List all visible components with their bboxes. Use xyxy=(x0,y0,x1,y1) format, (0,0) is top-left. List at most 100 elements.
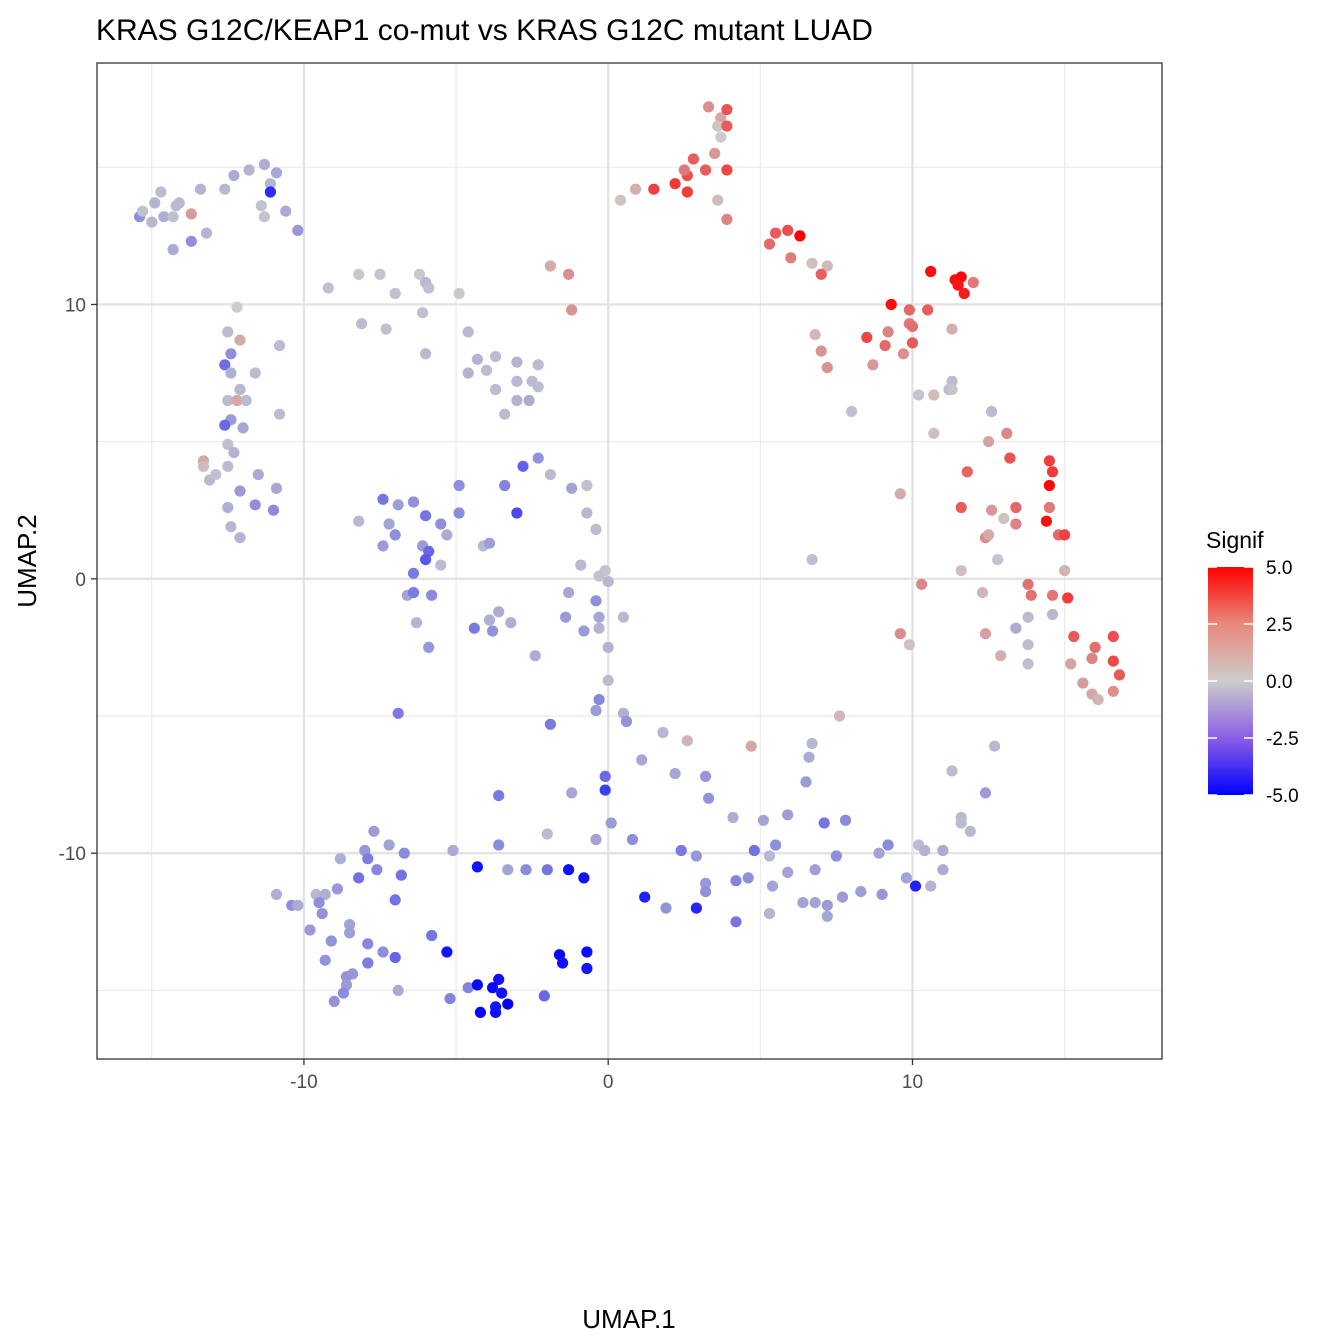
data-point xyxy=(453,507,465,519)
data-point xyxy=(785,252,797,264)
data-point xyxy=(1062,592,1074,604)
data-point xyxy=(979,628,992,640)
data-point xyxy=(955,565,967,577)
data-point xyxy=(1089,641,1101,654)
data-point xyxy=(1107,685,1119,697)
y-tick-label: -10 xyxy=(59,844,86,865)
data-point xyxy=(328,995,340,1008)
data-point xyxy=(806,554,818,566)
data-point xyxy=(839,814,852,826)
data-point xyxy=(264,186,276,198)
data-point xyxy=(185,208,197,220)
data-point xyxy=(158,211,170,223)
data-point xyxy=(225,348,237,360)
data-point xyxy=(417,307,429,319)
data-point xyxy=(511,394,523,407)
data-point xyxy=(797,897,809,909)
data-point xyxy=(270,167,283,179)
data-point xyxy=(593,611,605,623)
data-point xyxy=(234,334,246,346)
data-point xyxy=(560,611,572,623)
data-point xyxy=(389,894,401,906)
data-point xyxy=(1004,452,1016,464)
data-point xyxy=(669,178,681,190)
data-point xyxy=(882,839,894,851)
data-point xyxy=(566,787,578,799)
data-point xyxy=(916,578,928,590)
data-point xyxy=(532,359,544,371)
data-point xyxy=(480,364,493,376)
data-point xyxy=(544,718,557,730)
data-point xyxy=(258,158,270,171)
legend-tick-label: 2.5 xyxy=(1266,615,1292,636)
data-point xyxy=(538,990,550,1002)
data-point xyxy=(599,770,611,783)
data-point xyxy=(274,340,286,352)
data-point xyxy=(1046,589,1059,601)
data-point xyxy=(821,910,833,922)
data-point xyxy=(1086,652,1098,665)
data-point xyxy=(757,814,770,826)
data-point xyxy=(1107,655,1119,667)
data-point xyxy=(210,469,222,481)
data-point xyxy=(815,268,827,280)
data-point xyxy=(770,839,782,851)
data-point xyxy=(544,260,557,272)
data-point xyxy=(730,916,742,928)
color-legend: Signif 5.0 2.5 0.0 -2.5 -5.0 xyxy=(1206,527,1299,807)
data-point xyxy=(407,587,420,599)
data-point xyxy=(231,394,243,407)
data-point xyxy=(894,488,906,500)
data-point xyxy=(377,946,389,958)
data-point xyxy=(657,726,669,739)
data-point xyxy=(197,460,210,472)
data-point xyxy=(389,951,401,964)
data-point xyxy=(897,348,910,360)
data-point xyxy=(712,194,724,206)
data-point xyxy=(639,891,651,903)
data-point xyxy=(493,606,505,618)
data-point xyxy=(967,276,979,289)
data-point xyxy=(420,510,432,522)
data-point xyxy=(1043,501,1055,514)
data-point xyxy=(167,211,179,223)
data-point xyxy=(986,405,998,418)
data-point xyxy=(700,886,712,898)
data-point xyxy=(462,982,474,994)
y-axis-title: UMAP.2 xyxy=(12,514,42,607)
data-point xyxy=(532,381,544,393)
data-point xyxy=(392,984,404,997)
data-point xyxy=(1022,611,1034,623)
plot-border xyxy=(96,62,1163,1060)
data-point xyxy=(906,337,919,349)
data-point xyxy=(420,348,432,360)
data-point xyxy=(426,589,438,601)
data-point xyxy=(806,737,818,750)
legend-tick-label: -2.5 xyxy=(1266,729,1299,750)
data-point xyxy=(505,617,517,629)
data-point xyxy=(222,394,234,407)
data-point xyxy=(389,287,401,300)
data-point xyxy=(581,479,593,492)
data-point xyxy=(517,460,529,472)
data-point xyxy=(815,345,827,357)
data-point xyxy=(1022,578,1034,590)
data-point xyxy=(937,844,949,857)
data-point xyxy=(690,902,703,914)
data-point xyxy=(474,1006,486,1019)
data-point xyxy=(225,367,237,379)
data-point xyxy=(240,394,252,407)
legend-tick-label: 5.0 xyxy=(1266,558,1292,579)
data-point xyxy=(249,499,261,511)
data-point xyxy=(529,650,541,662)
data-point xyxy=(946,323,958,335)
data-point xyxy=(523,394,535,407)
data-point xyxy=(846,405,858,418)
data-point xyxy=(1043,479,1055,492)
data-point xyxy=(362,853,374,865)
data-point xyxy=(252,469,264,481)
data-points xyxy=(134,101,1125,1019)
data-point xyxy=(502,998,514,1010)
data-point xyxy=(234,383,246,396)
data-point xyxy=(709,147,721,160)
